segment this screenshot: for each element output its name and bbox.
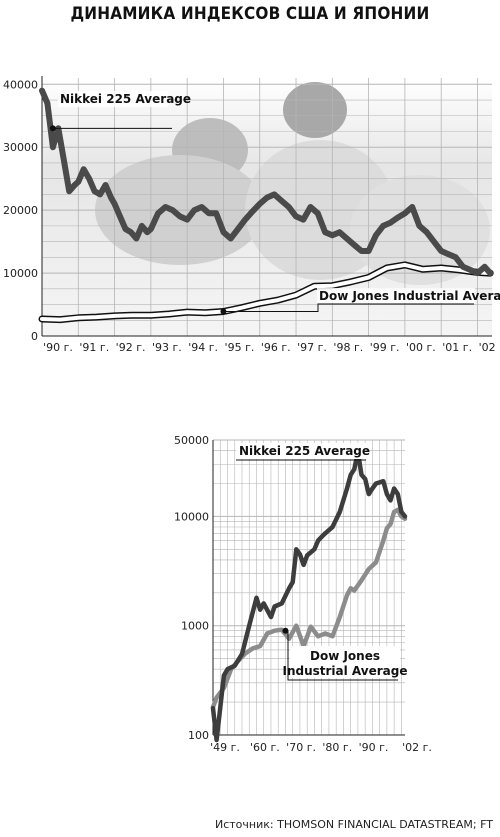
x-tick-label: '92 г. (116, 341, 146, 354)
legend-dow-label-line1: Dow Jones (310, 649, 380, 663)
y-tick-label: 50000 (174, 434, 209, 447)
y-tick-label: 10000 (3, 267, 38, 280)
page-title: ДИНАМИКА ИНДЕКСОВ США И ЯПОНИИ (70, 4, 430, 24)
x-tick-label: '00 г. (406, 341, 436, 354)
x-tick-label: '01 г. (442, 341, 472, 354)
x-tick-label: '49 г. (210, 741, 240, 754)
legend-nikkei-label: Nikkei 225 Average (239, 444, 370, 458)
x-tick-label: '90 г. (43, 341, 73, 354)
y-tick-label: 30000 (3, 141, 38, 154)
x-tick-label: '98 г. (333, 341, 363, 354)
series-nikkei (210, 449, 408, 743)
x-tick-label: '96 г. (261, 341, 291, 354)
x-tick-label: '93 г. (152, 341, 182, 354)
series-nikkei (39, 87, 494, 277)
dow-callout-line (223, 303, 474, 312)
x-tick-label: '91 г. (79, 341, 109, 354)
y-tick-label: 10000 (174, 510, 209, 523)
series-dow-jones (40, 262, 493, 322)
x-tick-label: '60 г. (250, 741, 280, 754)
x-tick-label: '02 г. (479, 341, 500, 354)
x-tick-label: '80 г. (322, 741, 352, 754)
dow-label-bg (290, 646, 400, 678)
series-dow-jones (210, 507, 408, 710)
x-tick-label: '94 г. (188, 341, 218, 354)
legend-dow-label: Dow Jones Industrial Average (319, 289, 500, 303)
dow-label-bg (317, 288, 475, 303)
x-tick-label: '97 г. (297, 341, 327, 354)
y-tick-label: 40000 (3, 78, 38, 91)
legend-nikkei-label: Nikkei 225 Average (60, 92, 191, 106)
nikkei-label-bg (236, 443, 366, 459)
y-tick-label: 0 (31, 330, 38, 343)
y-tick-label: 100 (188, 729, 209, 742)
source-note: Источник: THOMSON FINANCIAL DATASTREAM; … (215, 818, 493, 831)
nikkei-label-bg (58, 91, 168, 107)
x-tick-label: '02 г. (402, 741, 432, 754)
legend-dow-label-line2: Industrial Average (282, 664, 407, 678)
dow-callout-line (285, 630, 398, 681)
x-tick-label: '70 г. (286, 741, 316, 754)
x-tick-label: '90 г. (359, 741, 389, 754)
x-tick-label: '95 г. (225, 341, 255, 354)
y-tick-label: 1000 (181, 620, 209, 633)
y-tick-label: 20000 (3, 204, 38, 217)
x-tick-label: '99 г. (370, 341, 400, 354)
